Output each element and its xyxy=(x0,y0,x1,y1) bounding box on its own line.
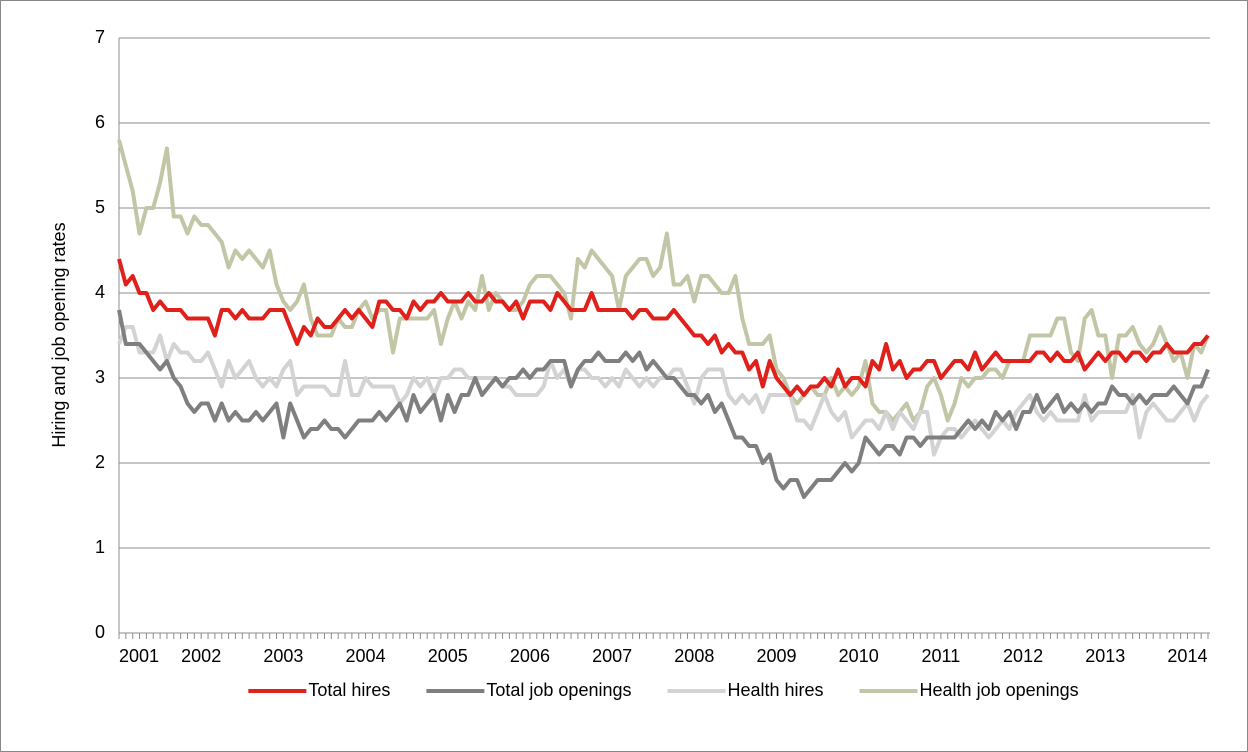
y-tick-label: 6 xyxy=(95,112,105,132)
x-tick-label: 2014 xyxy=(1167,646,1207,666)
y-tick-label: 4 xyxy=(95,282,105,302)
legend-label: Health hires xyxy=(727,680,823,700)
series-line xyxy=(117,139,1210,423)
series-line xyxy=(117,325,1210,457)
y-tick-label: 3 xyxy=(95,367,105,387)
x-tick-label: 2002 xyxy=(181,646,221,666)
legend-label: Total job openings xyxy=(486,680,631,700)
y-axis-label: Hiring and job opening rates xyxy=(49,222,69,447)
y-tick-label: 5 xyxy=(95,197,105,217)
x-tick-label: 2010 xyxy=(839,646,879,666)
legend-label: Health job openings xyxy=(920,680,1079,700)
series-line xyxy=(117,309,1210,499)
y-tick-label: 7 xyxy=(95,27,105,47)
x-tick-label: 2009 xyxy=(756,646,796,666)
series-line xyxy=(117,258,1210,397)
y-tick-label: 2 xyxy=(95,452,105,472)
x-tick-label: 2013 xyxy=(1085,646,1125,666)
x-tick-label: 2012 xyxy=(1003,646,1043,666)
x-tick-label: 2001 xyxy=(119,646,159,666)
x-tick-label: 2003 xyxy=(263,646,303,666)
x-tick-label: 2005 xyxy=(428,646,468,666)
legend-label: Total hires xyxy=(308,680,390,700)
x-tick-label: 2008 xyxy=(674,646,714,666)
x-tick-label: 2007 xyxy=(592,646,632,666)
x-tick-label: 2011 xyxy=(922,646,961,666)
y-tick-label: 1 xyxy=(95,537,105,557)
x-tick-label: 2004 xyxy=(346,646,386,666)
x-tick-label: 2006 xyxy=(510,646,550,666)
y-tick-label: 0 xyxy=(95,622,105,642)
